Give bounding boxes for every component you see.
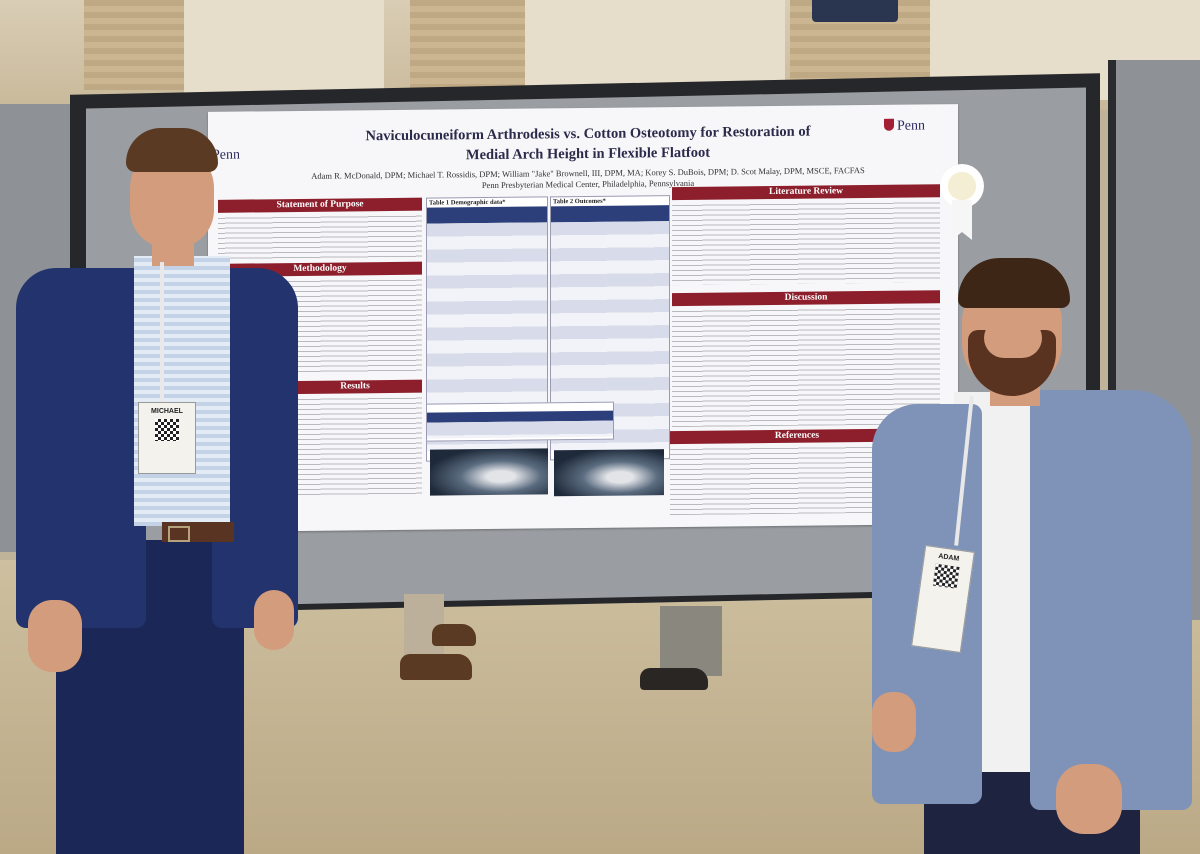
background-person-legs (660, 606, 722, 676)
person-right-cheeks (984, 318, 1042, 358)
award-ribbon-tail (952, 200, 972, 240)
table1-header (427, 206, 547, 224)
person-left-hand (28, 600, 82, 672)
lanyard (160, 262, 164, 402)
qr-code-icon (155, 419, 179, 441)
ceiling-sign (812, 0, 898, 22)
person-left-hand (254, 590, 294, 650)
shoe (432, 624, 476, 646)
xray-image-postop (554, 449, 664, 497)
qr-code-icon (932, 563, 960, 589)
person-right-jacket (1030, 390, 1192, 810)
poster-title: Naviculocuneiform Arthrodesis vs. Cotton… (308, 121, 868, 167)
badge-name: MICHAEL (151, 408, 183, 415)
badge-name: ADAM (937, 552, 960, 563)
table2-header (551, 205, 669, 223)
table-regression (426, 401, 614, 442)
person-left-shirt (134, 256, 230, 526)
xray-image-preop (430, 448, 548, 496)
penn-logo-right: Penn (884, 118, 925, 134)
purpose-text (218, 213, 422, 260)
person-left-jacket (16, 268, 146, 628)
section-purpose-heading: Statement of Purpose (218, 197, 422, 213)
person-right-hair (958, 258, 1070, 308)
person-left-hair (126, 128, 218, 172)
table3-body (427, 420, 613, 439)
results-text (288, 395, 422, 498)
penn-shield-icon (884, 118, 894, 131)
person-right-hand (872, 692, 916, 752)
shoe (640, 668, 708, 690)
belt-buckle (168, 526, 190, 542)
name-badge-left: MICHAEL (138, 402, 196, 474)
person-right-hand (1056, 764, 1122, 834)
section-results-heading: Results (288, 379, 422, 395)
section-literature-heading: Literature Review (672, 184, 940, 201)
literature-text (672, 200, 940, 286)
shoe (400, 654, 472, 680)
section-discussion-heading: Discussion (672, 290, 940, 307)
research-poster: Penn Penn Naviculocuneiform Arthrodesis … (208, 104, 958, 532)
